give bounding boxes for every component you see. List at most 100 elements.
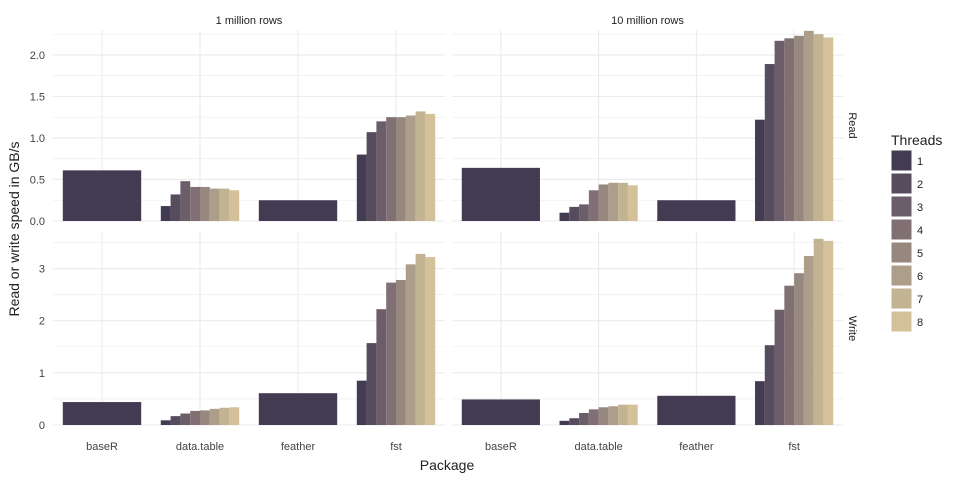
legend-label: 5 xyxy=(917,248,923,260)
x-tick-label: baseR xyxy=(485,441,517,453)
x-tick-label: baseR xyxy=(86,441,118,453)
bar xyxy=(258,393,338,425)
bar xyxy=(200,186,210,221)
x-tick-label: fst xyxy=(390,441,402,453)
bar xyxy=(366,343,377,425)
bar xyxy=(764,64,775,222)
bar xyxy=(755,381,765,425)
legend-label: 1 xyxy=(917,156,923,168)
bar xyxy=(559,212,570,221)
bar xyxy=(356,380,367,425)
bar xyxy=(813,34,824,221)
grid-layer xyxy=(53,30,843,426)
y-tick-label: 0 xyxy=(39,420,45,432)
x-tick-label: fst xyxy=(788,441,800,453)
y-tick-label: 2.0 xyxy=(30,50,45,62)
legend-label: 8 xyxy=(917,317,923,329)
bar xyxy=(209,408,220,425)
bar xyxy=(229,407,240,425)
bar xyxy=(569,418,580,425)
y-tick-label: 1.0 xyxy=(30,133,45,145)
legend: Threads 1 2 3 4 5 6 7 8 xyxy=(890,132,942,333)
bar xyxy=(608,182,619,221)
bar xyxy=(774,309,785,425)
bar xyxy=(618,404,628,425)
bar xyxy=(813,238,824,425)
legend-swatch xyxy=(890,149,913,172)
bar xyxy=(219,188,230,221)
bar xyxy=(627,404,638,425)
bars-layer xyxy=(62,30,834,425)
bar xyxy=(461,167,540,221)
legend-swatch xyxy=(890,172,913,195)
y-tick-label: 1 xyxy=(39,368,45,380)
bar xyxy=(62,170,142,221)
bar xyxy=(627,185,638,221)
facet-label-column: 1 million rows xyxy=(216,15,283,27)
bar xyxy=(425,113,436,221)
bar xyxy=(794,273,804,425)
bar xyxy=(657,200,736,221)
legend-label: 7 xyxy=(917,294,923,306)
bar xyxy=(209,188,220,221)
legend-swatch xyxy=(890,264,913,287)
bar xyxy=(784,38,795,221)
bar xyxy=(356,154,367,221)
bar xyxy=(579,204,589,221)
bar xyxy=(405,115,416,221)
bar xyxy=(755,119,765,221)
x-tick-label: data.table xyxy=(176,441,224,453)
bar xyxy=(170,416,181,425)
y-tick-label: 2 xyxy=(39,316,45,328)
bar xyxy=(160,206,171,221)
legend-swatch xyxy=(890,218,913,241)
x-tick-label: feather xyxy=(679,441,714,453)
y-tick-label: 0.0 xyxy=(30,216,45,228)
bar xyxy=(598,184,609,221)
bar xyxy=(405,264,416,425)
facet-label-row: Write xyxy=(846,316,858,341)
bar xyxy=(376,121,387,221)
bar xyxy=(386,282,396,425)
legend-swatch xyxy=(890,195,913,218)
bar xyxy=(461,399,540,425)
bar xyxy=(784,285,795,425)
legend-title: Threads xyxy=(891,132,942,148)
bar xyxy=(180,181,191,221)
legend-label: 4 xyxy=(917,225,923,237)
bar xyxy=(190,410,200,425)
bar xyxy=(559,420,570,425)
bar xyxy=(62,402,142,425)
bar xyxy=(774,40,785,221)
bar xyxy=(415,111,426,221)
bar xyxy=(598,407,609,425)
bar xyxy=(579,413,589,425)
bar xyxy=(618,182,628,221)
bar xyxy=(386,117,396,221)
bar xyxy=(803,255,814,425)
bar xyxy=(823,240,834,425)
legend-label: 6 xyxy=(917,271,923,283)
facet-label-column: 10 million rows xyxy=(611,15,684,27)
legend-swatch xyxy=(890,241,913,264)
bar xyxy=(200,410,210,425)
bar xyxy=(425,257,436,425)
bar xyxy=(823,37,834,222)
x-axis-title: Package xyxy=(420,457,475,473)
bar xyxy=(190,186,200,221)
bar xyxy=(588,409,599,425)
x-tick-label: feather xyxy=(281,441,316,453)
bar xyxy=(396,279,406,425)
facet-label-row: Read xyxy=(846,112,858,138)
bar xyxy=(219,407,230,425)
y-tick-label: 3 xyxy=(39,264,45,276)
legend-swatch xyxy=(890,287,913,310)
bar xyxy=(803,30,814,222)
bar xyxy=(229,190,240,221)
y-axis-title: Read or write speed in GB/s xyxy=(6,141,22,316)
bar xyxy=(608,406,619,425)
bar xyxy=(180,413,191,425)
y-tick-label: 0.5 xyxy=(30,174,45,186)
